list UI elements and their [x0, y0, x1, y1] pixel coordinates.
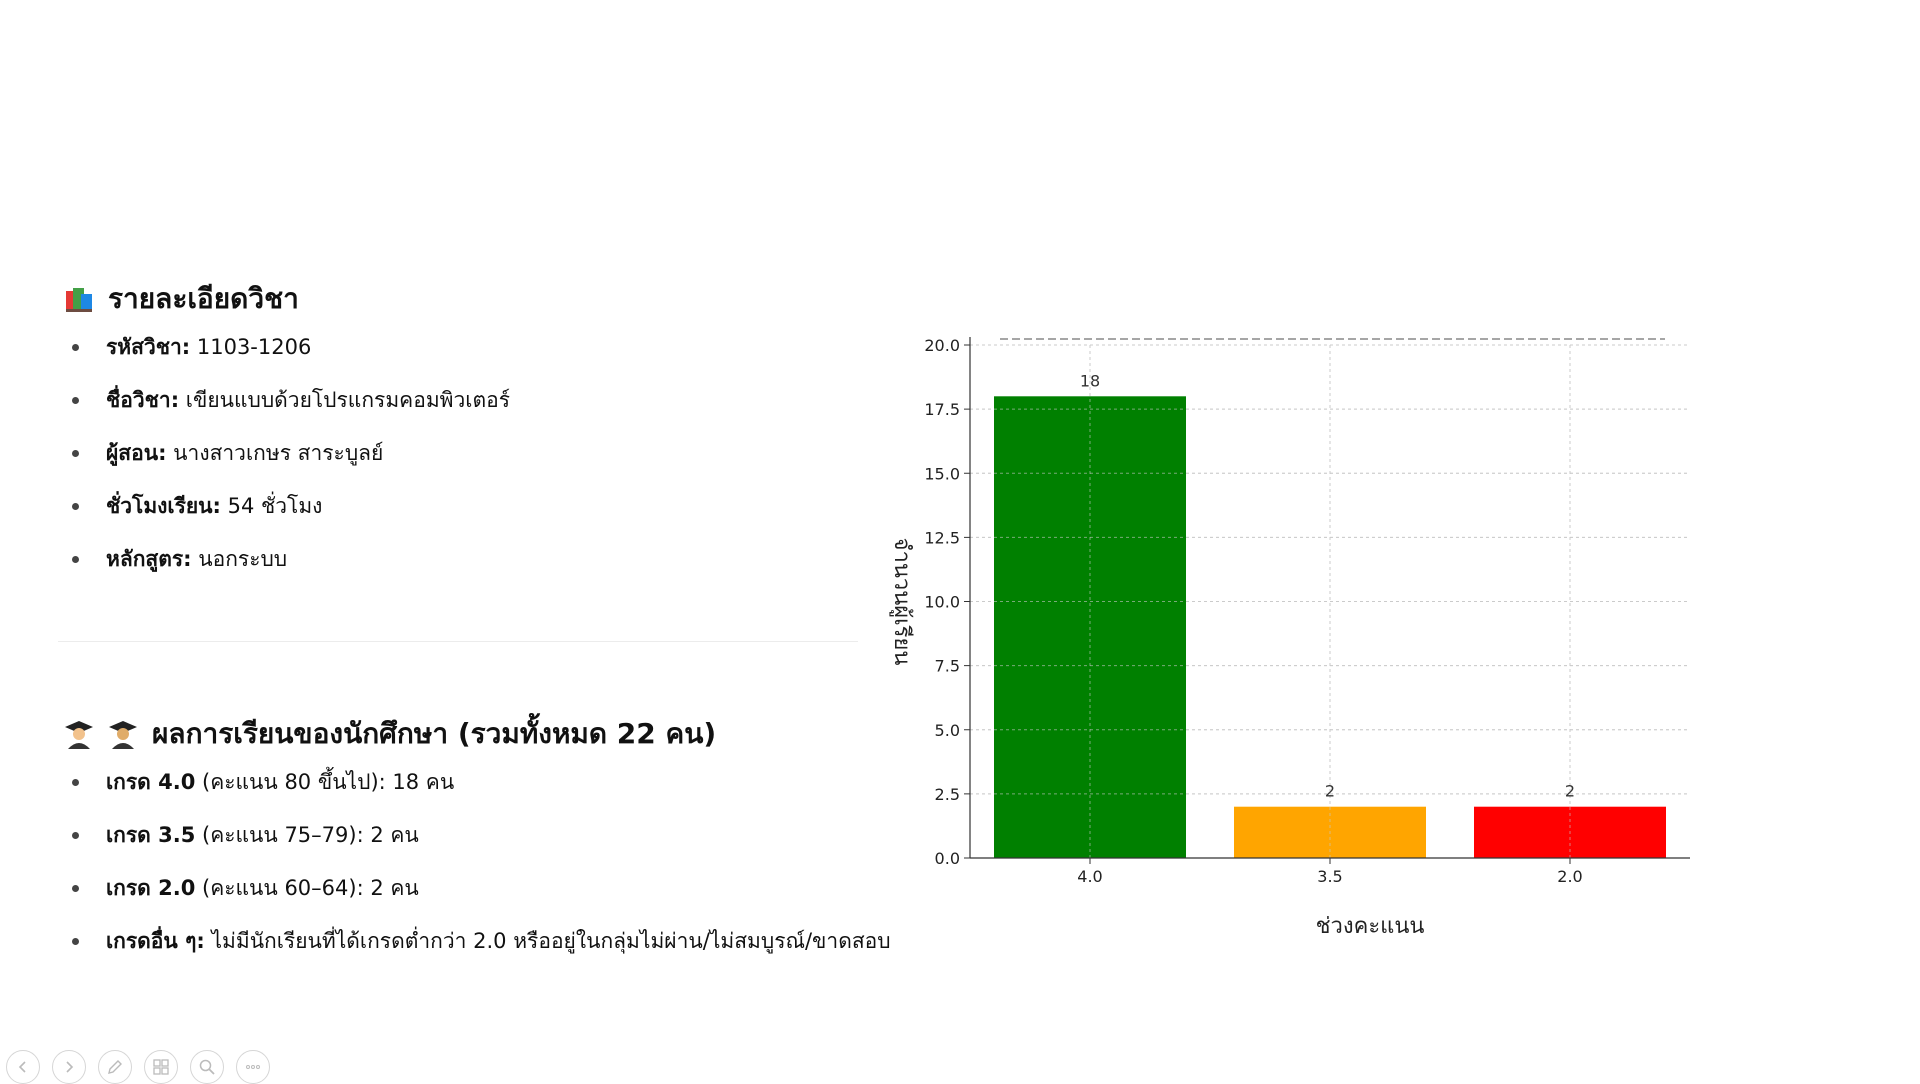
- list-item: ชื่อวิชา: เขียนแบบด้วยโปรแกรมคอมพิวเตอร์: [64, 386, 510, 439]
- item-label: ชั่วโมงเรียน:: [106, 494, 221, 518]
- list-item: หลักสูตร: นอกระบบ: [64, 545, 510, 598]
- item-value: นอกระบบ: [191, 547, 288, 571]
- y-axis-title: จำนวนผู้เรียน: [889, 538, 914, 666]
- previous-icon: [18, 1061, 26, 1073]
- item-label: ผู้สอน:: [106, 441, 167, 465]
- y-tick-label: 12.5: [924, 528, 960, 547]
- list-item: ชั่วโมงเรียน: 54 ชั่วโมง: [64, 492, 510, 545]
- course-details-section: รายละเอียดวิชา รหัสวิชา: 1103-1206 ชื่อว…: [64, 277, 510, 598]
- y-tick-label: 10.0: [924, 593, 960, 612]
- y-tick-label: 2.5: [935, 785, 960, 804]
- data-labels: 182 2: [1080, 371, 1575, 800]
- item-label: หลักสูตร:: [106, 547, 192, 571]
- item-label: ชื่อวิชา:: [106, 388, 180, 412]
- item-label: รหัสวิชา:: [106, 335, 191, 359]
- bar-value-label: 2: [1565, 782, 1575, 801]
- slides-button[interactable]: [144, 1050, 178, 1084]
- graduate-icon: [64, 719, 94, 749]
- pen-icon: [108, 1060, 122, 1074]
- list-item: ผู้สอน: นางสาวเกษร สาระบูลย์: [64, 439, 510, 492]
- more-icon: [246, 1065, 260, 1069]
- next-button[interactable]: [52, 1050, 86, 1084]
- y-tick-label: 7.5: [935, 657, 960, 676]
- list-item: เกรด 2.0 (คะแนน 60–64): 2 คน: [64, 874, 891, 927]
- student-results-section: ผลการเรียนของนักศึกษา (รวมทั้งหมด 22 คน)…: [64, 712, 891, 980]
- more-button[interactable]: [236, 1050, 270, 1084]
- pen-button[interactable]: [98, 1050, 132, 1084]
- y-tick-label: 15.0: [924, 464, 960, 483]
- item-label: เกรดอื่น ๆ:: [106, 929, 205, 953]
- next-icon: [66, 1061, 74, 1073]
- item-value: ไม่มีนักเรียนที่ได้เกรดต่ำกว่า 2.0 หรืออ…: [204, 929, 891, 953]
- item-value: (คะแนน 80 ขึ้นไป): 18 คน: [195, 770, 455, 794]
- x-tick-label: 2.0: [1557, 867, 1582, 886]
- previous-button[interactable]: [6, 1050, 40, 1084]
- item-value: (คะแนน 75–79): 2 คน: [195, 823, 419, 847]
- item-value: 1103-1206: [190, 335, 312, 359]
- course-details-heading: รายละเอียดวิชา: [64, 277, 510, 321]
- list-item: เกรดอื่น ๆ: ไม่มีนักเรียนที่ได้เกรดต่ำกว…: [64, 927, 891, 980]
- student-results-list: เกรด 4.0 (คะแนน 80 ขึ้นไป): 18 คน เกรด 3…: [64, 768, 891, 980]
- item-label: เกรด 2.0: [106, 876, 196, 900]
- bar-value-label: 2: [1325, 782, 1335, 801]
- item-value: (คะแนน 60–64): 2 คน: [195, 876, 419, 900]
- item-value: เขียนแบบด้วยโปรแกรมคอมพิวเตอร์: [179, 388, 511, 412]
- y-ticks: 0.0 2.5 5.0 7.5 10.0 12.5 15.0 17.5 20.0: [924, 336, 970, 868]
- item-label: เกรด 3.5: [106, 823, 196, 847]
- list-item: เกรด 4.0 (คะแนน 80 ขึ้นไป): 18 คน: [64, 768, 891, 821]
- x-ticks: 4.0 3.5 2.0: [1077, 858, 1583, 886]
- y-tick-label: 17.5: [924, 400, 960, 419]
- bar-value-label: 18: [1080, 371, 1100, 390]
- item-value: นางสาวเกษร สาระบูลย์: [166, 441, 384, 465]
- slides-icon: [153, 1059, 169, 1075]
- zoom-icon: [199, 1059, 215, 1075]
- grade-distribution-chart: 0.0 2.5 5.0 7.5 10.0 12.5 15.0 17.5 20.0 4.0 3.5 2…: [889, 336, 1690, 939]
- student-results-heading: ผลการเรียนของนักศึกษา (รวมทั้งหมด 22 คน): [64, 712, 891, 756]
- student-results-title: ผลการเรียนของนักศึกษา (รวมทั้งหมด 22 คน): [152, 717, 717, 750]
- books-icon: [64, 285, 94, 313]
- list-item: รหัสวิชา: 1103-1206: [64, 333, 510, 386]
- course-details-list: รหัสวิชา: 1103-1206 ชื่อวิชา: เขียนแบบด้…: [64, 333, 510, 598]
- list-item: เกรด 3.5 (คะแนน 75–79): 2 คน: [64, 821, 891, 874]
- y-tick-label: 5.0: [935, 721, 960, 740]
- y-tick-label: 0.0: [935, 849, 960, 868]
- presentation-toolbar: [6, 1050, 270, 1084]
- zoom-button[interactable]: [190, 1050, 224, 1084]
- graduate-icon: [108, 719, 138, 749]
- item-value: 54 ชั่วโมง: [220, 494, 323, 518]
- x-tick-label: 4.0: [1077, 867, 1102, 886]
- y-tick-label: 20.0: [924, 336, 960, 355]
- section-divider: [58, 641, 858, 642]
- x-axis-title: ช่วงคะแนน: [1316, 914, 1425, 939]
- course-details-title: รายละเอียดวิชา: [108, 282, 299, 315]
- item-label: เกรด 4.0: [106, 770, 196, 794]
- x-tick-label: 3.5: [1317, 867, 1342, 886]
